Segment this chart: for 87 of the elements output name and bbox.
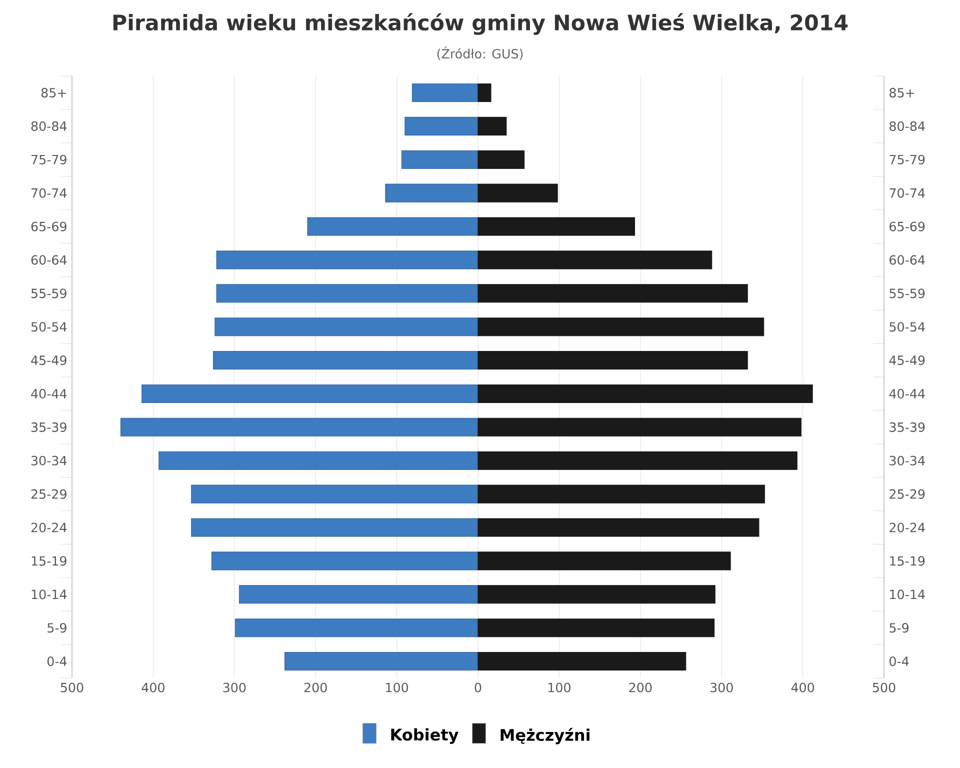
x-tick-label: 100: [386, 682, 408, 692]
chart-title: Piramida wieku mieszkańców gminy Nowa Wieś Wielka, 2014: [113, 13, 848, 35]
category-label: 0-4: [47, 656, 67, 666]
category-label: 50-54: [31, 322, 67, 332]
bar: [478, 83, 492, 102]
y-tick-label: 10-14: [890, 590, 925, 600]
bar: [284, 652, 478, 671]
bar: [478, 652, 686, 671]
x-tick-label: 300: [223, 682, 246, 692]
category-label: 10-14: [32, 590, 67, 600]
bar: [239, 585, 478, 604]
x-tick-label: 0: [474, 682, 482, 692]
category-label: 85+: [41, 88, 66, 98]
x-tick-label: 200: [304, 682, 327, 692]
legend-label: Mężczyźni: [500, 728, 590, 744]
bar: [478, 318, 764, 336]
bar: [478, 284, 748, 303]
y-tick-label: 40-44: [889, 388, 925, 399]
y-tick-label: 60-64: [890, 255, 925, 265]
y-tick-label: 85+: [890, 88, 914, 98]
category-label: 45-49: [31, 355, 66, 366]
bar: [478, 250, 712, 270]
x-tick-label: 400: [791, 682, 814, 692]
bar: [120, 418, 478, 436]
chart-subtitle: (Źródło: GUS): [437, 46, 523, 60]
category-label: 35-39: [31, 422, 66, 432]
bar: [478, 585, 716, 604]
category-label: 80-84: [31, 121, 67, 131]
bar: [478, 618, 715, 638]
category-label: 30-34: [31, 456, 67, 466]
y-tick-label: 65-69: [890, 222, 925, 232]
bar: [158, 451, 478, 470]
y-tick-label: 55-59: [890, 288, 925, 298]
category-label: 55-59: [31, 288, 66, 298]
x-tick-label: 200: [629, 682, 652, 692]
bar: [478, 552, 731, 570]
category-label: 75-79: [32, 154, 66, 164]
bar: [211, 552, 478, 570]
bar: [191, 484, 478, 504]
bar: [478, 518, 760, 537]
bar: [385, 184, 478, 202]
bar: [478, 451, 798, 470]
category-label: 25-29: [31, 489, 66, 499]
bar: [307, 217, 478, 236]
y-tick-label: 5-9: [890, 623, 909, 633]
bar: [412, 83, 478, 102]
x-tick-label: 300: [710, 682, 733, 692]
bar: [216, 284, 478, 303]
x-tick-label: 500: [60, 682, 84, 692]
y-tick-label: 35-39: [890, 422, 925, 432]
bar: [478, 484, 765, 504]
y-tick-label: 25-29: [890, 489, 925, 499]
category-label: 65-69: [31, 222, 66, 232]
y-tick-label: 0-4: [890, 656, 909, 666]
bar: [401, 150, 478, 169]
category-label: 15-19: [32, 556, 66, 566]
bar: [191, 518, 478, 537]
y-tick-label: 20-24: [890, 522, 925, 532]
bar: [478, 150, 525, 169]
category-label: 5-9: [48, 623, 66, 633]
bar: [214, 318, 478, 336]
x-tick-label: 500: [872, 682, 896, 692]
bar: [478, 184, 558, 202]
category-label: 70-74: [32, 188, 67, 198]
bar: [216, 250, 478, 270]
bar: [478, 418, 802, 436]
category-label: 20-24: [31, 522, 67, 532]
legend-label: Kobiety: [391, 728, 458, 744]
bar: [478, 217, 635, 236]
y-tick-label: 70-74: [890, 188, 925, 198]
category-label: 60-64: [31, 255, 67, 265]
y-tick-label: 15-19: [890, 556, 925, 566]
bar: [404, 116, 478, 136]
category-label: 40-44: [31, 388, 67, 399]
x-tick-label: 100: [548, 682, 570, 692]
y-tick-label: 75-79: [890, 154, 925, 164]
x-tick-label: 400: [142, 682, 164, 692]
y-tick-label: 50-54: [890, 322, 925, 332]
bar: [213, 351, 478, 370]
y-tick-label: 45-49: [889, 355, 925, 366]
bar: [478, 351, 748, 370]
bar: [478, 384, 813, 403]
bar: [234, 618, 478, 638]
bar: [142, 384, 478, 403]
y-tick-label: 30-34: [890, 456, 925, 466]
y-tick-label: 80-84: [890, 121, 925, 131]
bar: [478, 116, 507, 136]
